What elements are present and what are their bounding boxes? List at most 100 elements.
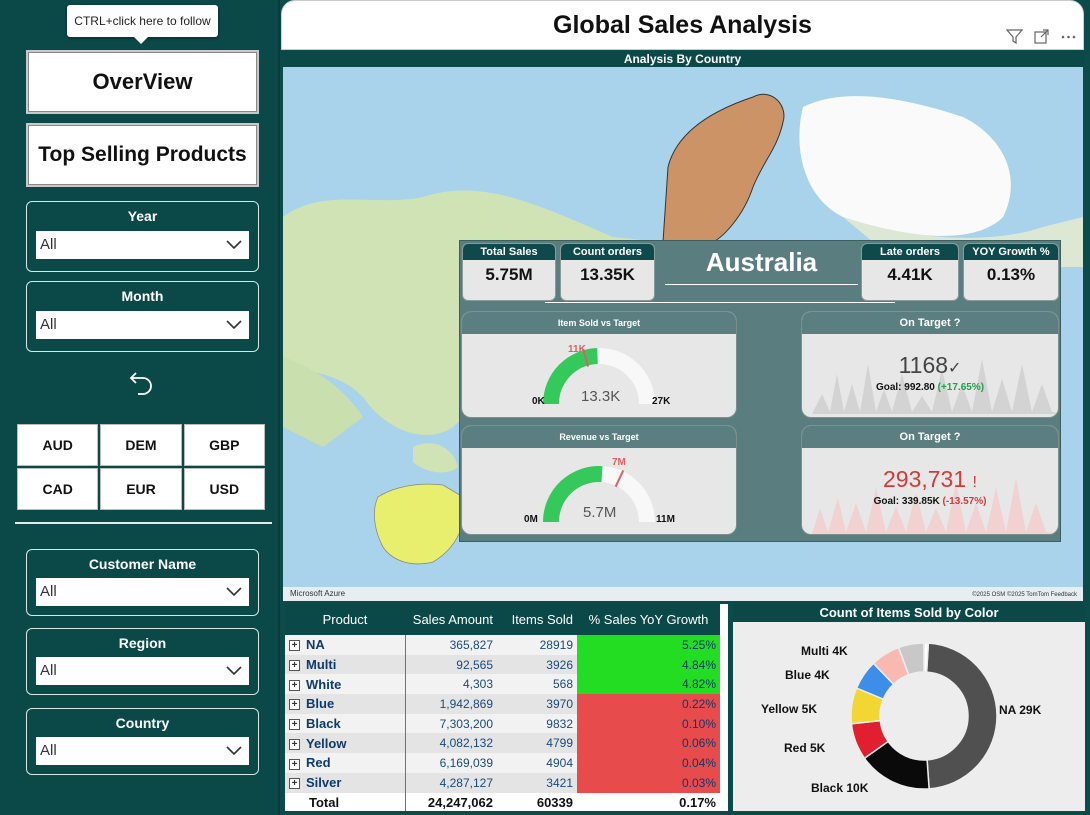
gauge-target-marker bbox=[582, 348, 590, 367]
donut-slice-white[interactable] bbox=[923, 642, 930, 673]
on-target-title: On Target ? bbox=[802, 426, 1058, 448]
reset-filters-icon[interactable] bbox=[128, 368, 156, 396]
expand-icon[interactable]: + bbox=[289, 758, 300, 770]
col-product[interactable]: Product bbox=[285, 604, 405, 635]
top-selling-products-button[interactable]: Top Selling Products bbox=[26, 123, 259, 187]
kpi-total-sales-label: Total Sales bbox=[463, 244, 555, 260]
yoy-growth-cell: 4.82% bbox=[577, 674, 720, 695]
yoy-growth-cell: 0.10% bbox=[577, 713, 720, 734]
kpi-count-orders-label: Count orders bbox=[561, 244, 654, 260]
table-row[interactable]: + NA 365,827 28919 5.25% bbox=[285, 635, 720, 655]
region-dropdown-value: All bbox=[40, 662, 57, 679]
expand-icon[interactable]: + bbox=[289, 660, 300, 672]
yoy-growth-cell: 0.06% bbox=[577, 733, 720, 754]
currency-aud-button[interactable]: AUD bbox=[17, 424, 99, 466]
col-items-sold[interactable]: Items Sold bbox=[497, 604, 577, 635]
customer-name-slicer-label: Customer Name bbox=[88, 556, 197, 572]
antarctica-landmass bbox=[283, 587, 1083, 601]
gauge-value: 5.7M bbox=[583, 504, 617, 521]
items-sold-cell: 28919 bbox=[497, 635, 577, 655]
table-row[interactable]: + Black 7,303,200 9832 0.10% bbox=[285, 713, 720, 734]
gauge-arc bbox=[543, 466, 655, 523]
map-credit: Microsoft Azure bbox=[290, 589, 346, 598]
more-options-icon[interactable] bbox=[1060, 28, 1077, 45]
year-dropdown[interactable]: All bbox=[36, 231, 249, 259]
gauge-fill bbox=[543, 348, 599, 405]
table-header-row: Product Sales Amount Items Sold % Sales … bbox=[285, 604, 720, 635]
total-growth: 0.17% bbox=[577, 792, 720, 811]
region-slicer: Region All bbox=[26, 628, 259, 695]
table-row[interactable]: + White 4,303 568 4.82% bbox=[285, 674, 720, 695]
map-attribution: ©2025 OSM ©2025 TomTom Feedback bbox=[972, 592, 1077, 598]
currency-cad-button[interactable]: CAD bbox=[17, 468, 99, 510]
table-row[interactable]: + Silver 4,287,127 3421 0.03% bbox=[285, 772, 720, 793]
product-cell: + Blue bbox=[285, 694, 406, 714]
region-slicer-label: Region bbox=[118, 635, 167, 651]
expand-icon[interactable]: + bbox=[289, 738, 300, 750]
country-map[interactable]: Microsoft Azure ©2025 OSM ©2025 TomTom F… bbox=[283, 67, 1083, 601]
check-icon: ✓ bbox=[948, 360, 962, 377]
expand-icon[interactable]: + bbox=[289, 640, 300, 652]
chevron-down-icon bbox=[226, 746, 242, 756]
expand-icon[interactable]: + bbox=[289, 679, 300, 691]
australia-region[interactable] bbox=[373, 483, 465, 565]
gauge-title: Item Sold vs Target bbox=[462, 312, 736, 334]
total-label: Total bbox=[285, 792, 406, 811]
product-name: Red bbox=[306, 755, 331, 771]
table-row[interactable]: + Red 6,169,039 4904 0.04% bbox=[285, 753, 720, 773]
total-sales: 24,247,062 bbox=[405, 792, 497, 811]
goal-text: Goal: 992.80 bbox=[875, 382, 935, 393]
col-yoy-growth[interactable]: % Sales YoY Growth bbox=[577, 604, 720, 635]
page-title: Global Sales Analysis bbox=[553, 10, 812, 39]
chevron-down-icon bbox=[226, 240, 242, 250]
sales-amount-cell: 6,169,039 bbox=[405, 753, 497, 773]
expand-icon[interactable]: + bbox=[289, 699, 300, 711]
focus-mode-icon[interactable] bbox=[1033, 28, 1050, 45]
expand-icon[interactable]: + bbox=[289, 778, 300, 790]
month-slicer-label: Month bbox=[121, 288, 164, 304]
year-dropdown-value: All bbox=[40, 236, 57, 253]
country-slicer-label: Country bbox=[115, 715, 170, 731]
kpi-total-sales: Total Sales 5.75M bbox=[462, 243, 556, 301]
donut-label: Black 10K bbox=[811, 781, 869, 795]
currency-usd-button[interactable]: USD bbox=[183, 468, 265, 510]
gauge-max: 27K bbox=[652, 396, 671, 407]
on-target-number: 1168 bbox=[898, 352, 949, 378]
table-row[interactable]: + Blue 1,942,869 3970 0.22% bbox=[285, 694, 720, 714]
region-dropdown[interactable]: All bbox=[36, 657, 249, 685]
gauge-target-marker bbox=[614, 469, 625, 488]
overview-button[interactable]: OverView bbox=[26, 50, 259, 114]
highlighted-region[interactable] bbox=[662, 94, 785, 243]
table-row[interactable]: + Multi 92,565 3926 4.84% bbox=[285, 654, 720, 675]
col-sales-amount[interactable]: Sales Amount bbox=[405, 604, 497, 635]
polar-landmass bbox=[799, 96, 1011, 236]
donut-label: Blue 4K bbox=[785, 668, 830, 682]
items-sold-cell: 568 bbox=[497, 674, 577, 695]
customer-name-dropdown-value: All bbox=[40, 583, 57, 600]
sales-amount-cell: 4,287,127 bbox=[405, 772, 497, 793]
month-dropdown-value: All bbox=[40, 316, 57, 333]
items-sold-cell: 4799 bbox=[497, 733, 577, 754]
currency-eur-button[interactable]: EUR bbox=[100, 468, 182, 510]
donut-slice-na[interactable] bbox=[925, 642, 998, 790]
goal-delta: (+17.65%) bbox=[937, 382, 985, 393]
on-target-goal: Goal: 992.80 (+17.65%) bbox=[802, 382, 1058, 393]
kpi-late-orders: Late orders 4.41K bbox=[861, 243, 959, 301]
currency-dem-button[interactable]: DEM bbox=[100, 424, 182, 466]
gauge-target-label: 11K bbox=[568, 344, 586, 355]
sidebar-divider bbox=[15, 522, 272, 524]
table-row[interactable]: + Yellow 4,082,132 4799 0.06% bbox=[285, 733, 720, 754]
filter-icon[interactable] bbox=[1006, 28, 1023, 45]
product-name: Multi bbox=[306, 657, 337, 673]
expand-icon[interactable]: + bbox=[289, 719, 300, 731]
month-dropdown[interactable]: All bbox=[36, 311, 249, 339]
on-target-goal: Goal: 339.85K (-13.57%) bbox=[802, 496, 1058, 507]
country-dropdown[interactable]: All bbox=[36, 737, 249, 765]
on-target-items-card: On Target ? 1168✓ Goal: 992.80 (+17.65%) bbox=[801, 311, 1059, 418]
customer-name-dropdown[interactable]: All bbox=[36, 578, 249, 606]
map-title: Analysis By Country bbox=[281, 51, 1084, 67]
donut-label: NA 29K bbox=[999, 703, 1042, 717]
product-cell: + Yellow bbox=[285, 733, 406, 754]
gauge-min: 0K bbox=[532, 396, 545, 407]
currency-gbp-button[interactable]: GBP bbox=[183, 424, 265, 466]
